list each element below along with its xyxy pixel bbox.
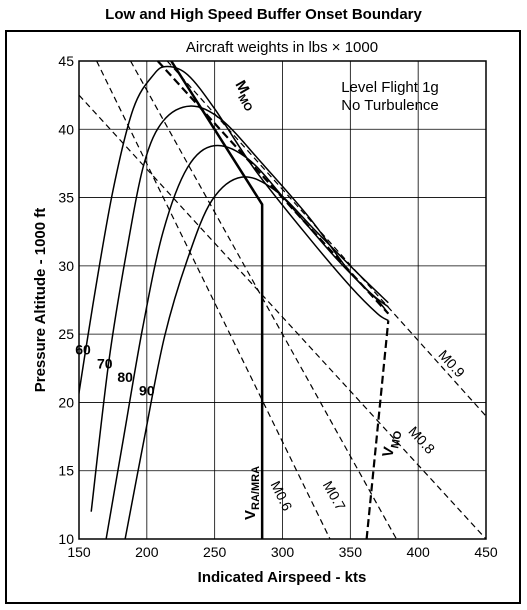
mmo-label: MMO [229,78,262,115]
y-tick-label: 10 [58,531,74,547]
x-tick-label: 400 [406,544,430,560]
chart-title: Low and High Speed Buffer Onset Boundary [105,6,422,23]
weight-label-60: 60 [75,342,91,358]
y-tick-label: 40 [58,121,74,137]
y-tick-label: 20 [58,394,74,410]
x-tick-label: 200 [135,544,159,560]
x-tick-label: 250 [203,544,227,560]
x-tick-label: 450 [474,544,498,560]
annotation-no-turbulence: No Turbulence [341,97,439,114]
mach-line-m08 [79,94,486,539]
y-tick-label: 30 [58,258,74,274]
mach-label: M0.6 [268,478,296,513]
vmo-boundary [365,320,390,540]
y-tick-label: 15 [58,463,74,479]
y-axis-label: Pressure Altitude - 1000 ft [32,208,49,393]
y-tick-label: 35 [58,190,74,206]
weight-curve-60 [79,65,389,398]
y-tick-label: 25 [58,326,74,342]
mmo-boundary [156,60,390,315]
chart-frame [5,30,521,604]
chart-subtitle: Aircraft weights in lbs × 1000 [186,39,378,56]
mach-label: M0.8 [405,423,438,457]
vmo-label: VMO [379,428,404,460]
mach-label: M0.9 [435,347,468,381]
weight-curve-90 [124,176,389,539]
weight-curve-80 [105,144,389,539]
vra-mra-label: VRA/MRA [242,466,262,520]
annotation-level-flight: Level Flight 1g [341,79,439,96]
mach-line-m07 [130,61,397,539]
x-tick-label: 300 [271,544,295,560]
vra-mra-boundary [170,60,264,539]
mach-line-m06 [96,61,331,539]
weight-label-70: 70 [97,355,113,371]
x-axis-label: Indicated Airspeed - kts [198,569,367,586]
x-tick-label: 350 [339,544,363,560]
mach-label: M0.7 [320,478,349,513]
x-tick-label: 150 [67,544,91,560]
weight-label-90: 90 [139,383,155,399]
y-tick-label: 45 [58,53,74,69]
weight-label-80: 80 [117,369,133,385]
